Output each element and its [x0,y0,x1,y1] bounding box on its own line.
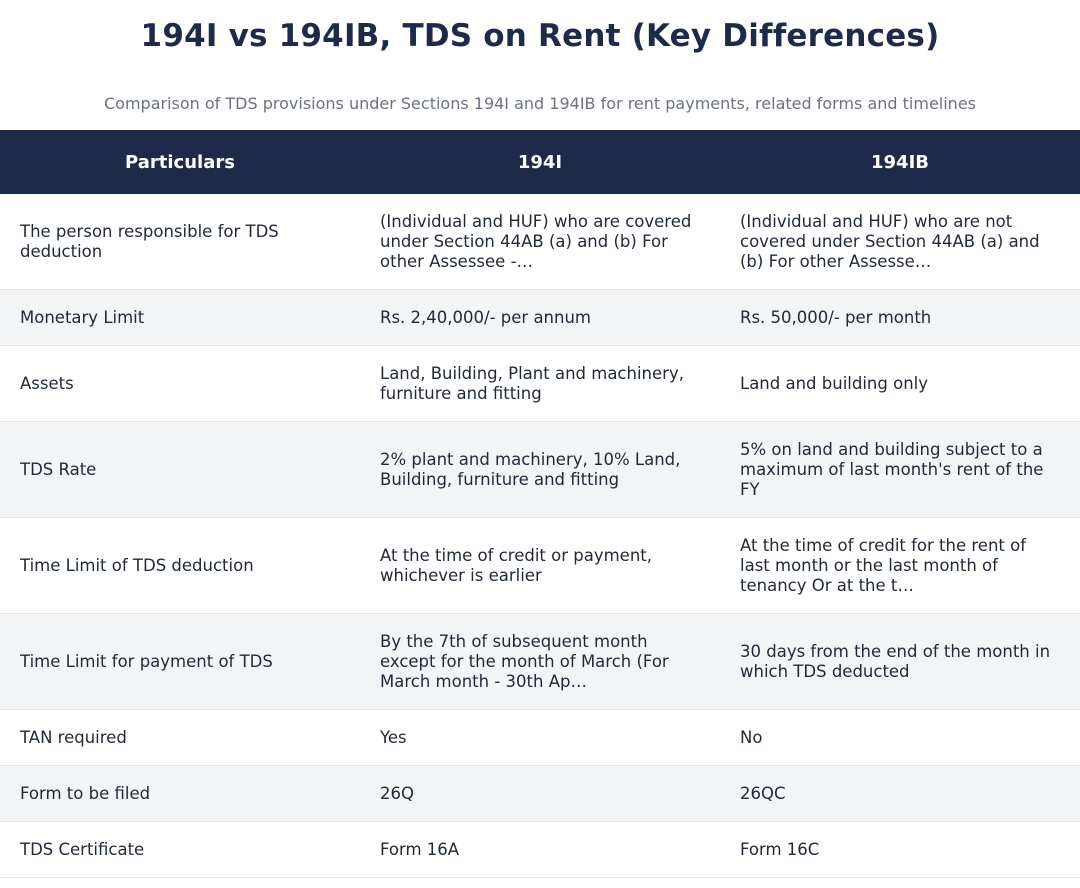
cell-text: By the 7th of subsequent month except fo… [380,631,669,691]
cell-text: 26Q [380,783,414,803]
cell-text: Rs. 2,40,000/- per annum [380,307,591,327]
table-row: TAN required Yes No [0,709,1080,766]
row-194ib-value: 5% on land and building subject to a max… [720,421,1080,518]
cell-text: Yes [380,727,407,747]
table-row: Time Limit for payment of TDS By the 7th… [0,613,1080,710]
row-194i-value: Form 16A [360,821,720,878]
cell-text: 2% plant and machinery, 10% Land, Buildi… [380,449,681,489]
row-194ib-value: 26QC [720,765,1080,822]
table-row: Form to be filed 26Q 26QC [0,765,1080,822]
row-particular: TDS Certificate [0,821,360,878]
row-194i-value: Rs. 2,40,000/- per annum [360,289,720,346]
table-body: The person responsible for TDS deduction… [0,194,1080,878]
cell-text: (Individual and HUF) who are not covered… [740,211,1040,271]
cell-text: 26QC [740,783,786,803]
row-194ib-value: Form 16C [720,821,1080,878]
row-particular: TAN required [0,709,360,766]
row-194i-value: (Individual and HUF) who are covered und… [360,194,720,290]
table-header-row: Particulars 194I 194IB [0,130,1080,194]
row-particular: Time Limit of TDS deduction [0,517,360,614]
table-header: Particulars 194I 194IB [0,130,1080,194]
cell-text: No [740,727,763,747]
comparison-table: Particulars 194I 194IB The person respon… [0,130,1080,878]
table-row: Monetary Limit Rs. 2,40,000/- per annum … [0,289,1080,346]
cell-text: TAN required [20,727,127,747]
cell-text: TDS Rate [20,459,97,479]
row-194ib-value: Land and building only [720,345,1080,422]
row-194i-value: 26Q [360,765,720,822]
row-particular: TDS Rate [0,421,360,518]
page-header: 194I vs 194IB, TDS on Rent (Key Differen… [0,0,1080,130]
row-194i-value: Yes [360,709,720,766]
cell-text: Monetary Limit [20,307,145,327]
cell-text: TDS Certificate [20,839,145,859]
cell-text: Time Limit of TDS deduction [20,555,254,575]
cell-text: Land and building only [740,373,929,393]
cell-text: Form 16A [380,839,460,859]
cell-text: Time Limit for payment of TDS [20,651,273,671]
row-particular: The person responsible for TDS deduction [0,194,360,290]
cell-text: Assets [20,373,74,393]
page-title: 194I vs 194IB, TDS on Rent (Key Differen… [140,18,940,54]
row-particular: Form to be filed [0,765,360,822]
column-header-particulars: Particulars [0,130,360,194]
table-row: TDS Certificate Form 16A Form 16C [0,821,1080,878]
row-particular: Monetary Limit [0,289,360,346]
cell-text: Land, Building, Plant and machinery, fur… [380,363,684,403]
row-194ib-value: Rs. 50,000/- per month [720,289,1080,346]
row-particular: Time Limit for payment of TDS [0,613,360,710]
row-194i-value: Land, Building, Plant and machinery, fur… [360,345,720,422]
cell-text: At the time of credit or payment, whiche… [380,545,652,585]
cell-text: 30 days from the end of the month in whi… [740,641,1051,681]
row-194i-value: 2% plant and machinery, 10% Land, Buildi… [360,421,720,518]
row-194ib-value: At the time of credit for the rent of la… [720,517,1080,614]
cell-text: At the time of credit for the rent of la… [740,535,1027,595]
table-row: Time Limit of TDS deduction At the time … [0,517,1080,614]
cell-text: Form 16C [740,839,820,859]
table-row: The person responsible for TDS deduction… [0,194,1080,290]
row-particular: Assets [0,345,360,422]
row-194i-value: By the 7th of subsequent month except fo… [360,613,720,710]
row-194ib-value: 30 days from the end of the month in whi… [720,613,1080,710]
row-194ib-value: (Individual and HUF) who are not covered… [720,194,1080,290]
cell-text: Form to be filed [20,783,151,803]
column-header-194i: 194I [360,130,720,194]
column-header-194ib: 194IB [720,130,1080,194]
cell-text: Rs. 50,000/- per month [740,307,932,327]
table-row: TDS Rate 2% plant and machinery, 10% Lan… [0,421,1080,518]
row-194ib-value: No [720,709,1080,766]
page-subtitle: Comparison of TDS provisions under Secti… [104,94,976,113]
row-194i-value: At the time of credit or payment, whiche… [360,517,720,614]
table-row: Assets Land, Building, Plant and machine… [0,345,1080,422]
cell-text: The person responsible for TDS deduction [20,221,279,261]
cell-text: 5% on land and building subject to a max… [740,439,1044,499]
cell-text: (Individual and HUF) who are covered und… [380,211,692,271]
